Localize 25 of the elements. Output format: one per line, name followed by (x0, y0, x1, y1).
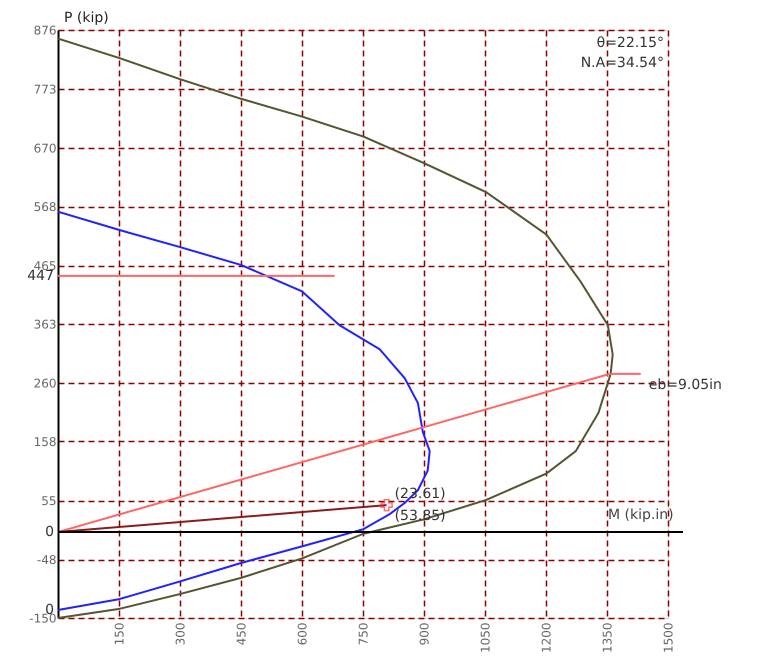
x-tick-label: 1050 (478, 622, 492, 654)
y-tick-label: 876 (34, 24, 56, 38)
y-tick-label: 773 (34, 82, 56, 97)
y-tick-label: 260 (34, 376, 56, 391)
x-tick-label: 300 (174, 622, 188, 646)
x-tick-label: 450 (234, 622, 248, 646)
x-tick-label: 900 (418, 622, 432, 646)
y-tick-label: 158 (34, 434, 56, 449)
x-tick-label: 1500 (662, 622, 676, 654)
x-tick-label: 1350 (600, 622, 614, 654)
y-tick-label: 55 (41, 494, 56, 508)
y-tick-label: 363 (34, 318, 56, 332)
x-axis-title: M (kip.in) (608, 507, 674, 524)
annotation: 0 (45, 524, 54, 540)
annotation: θ=22.15° (596, 35, 664, 51)
x-tick-label: 600 (296, 622, 310, 646)
x-tick-label: 750 (356, 622, 370, 646)
y-tick-label: 568 (34, 200, 56, 214)
annotation: N.A=34.54° (580, 55, 664, 71)
x-tick-label: 1200 (540, 622, 554, 654)
y-axis-title: P (kip) (64, 10, 109, 26)
x-tick-label: 150 (112, 622, 126, 646)
y-tick-label: 670 (34, 142, 56, 156)
y-tick-label: -48 (36, 553, 56, 568)
annotation: eb=9.05in (648, 376, 722, 393)
